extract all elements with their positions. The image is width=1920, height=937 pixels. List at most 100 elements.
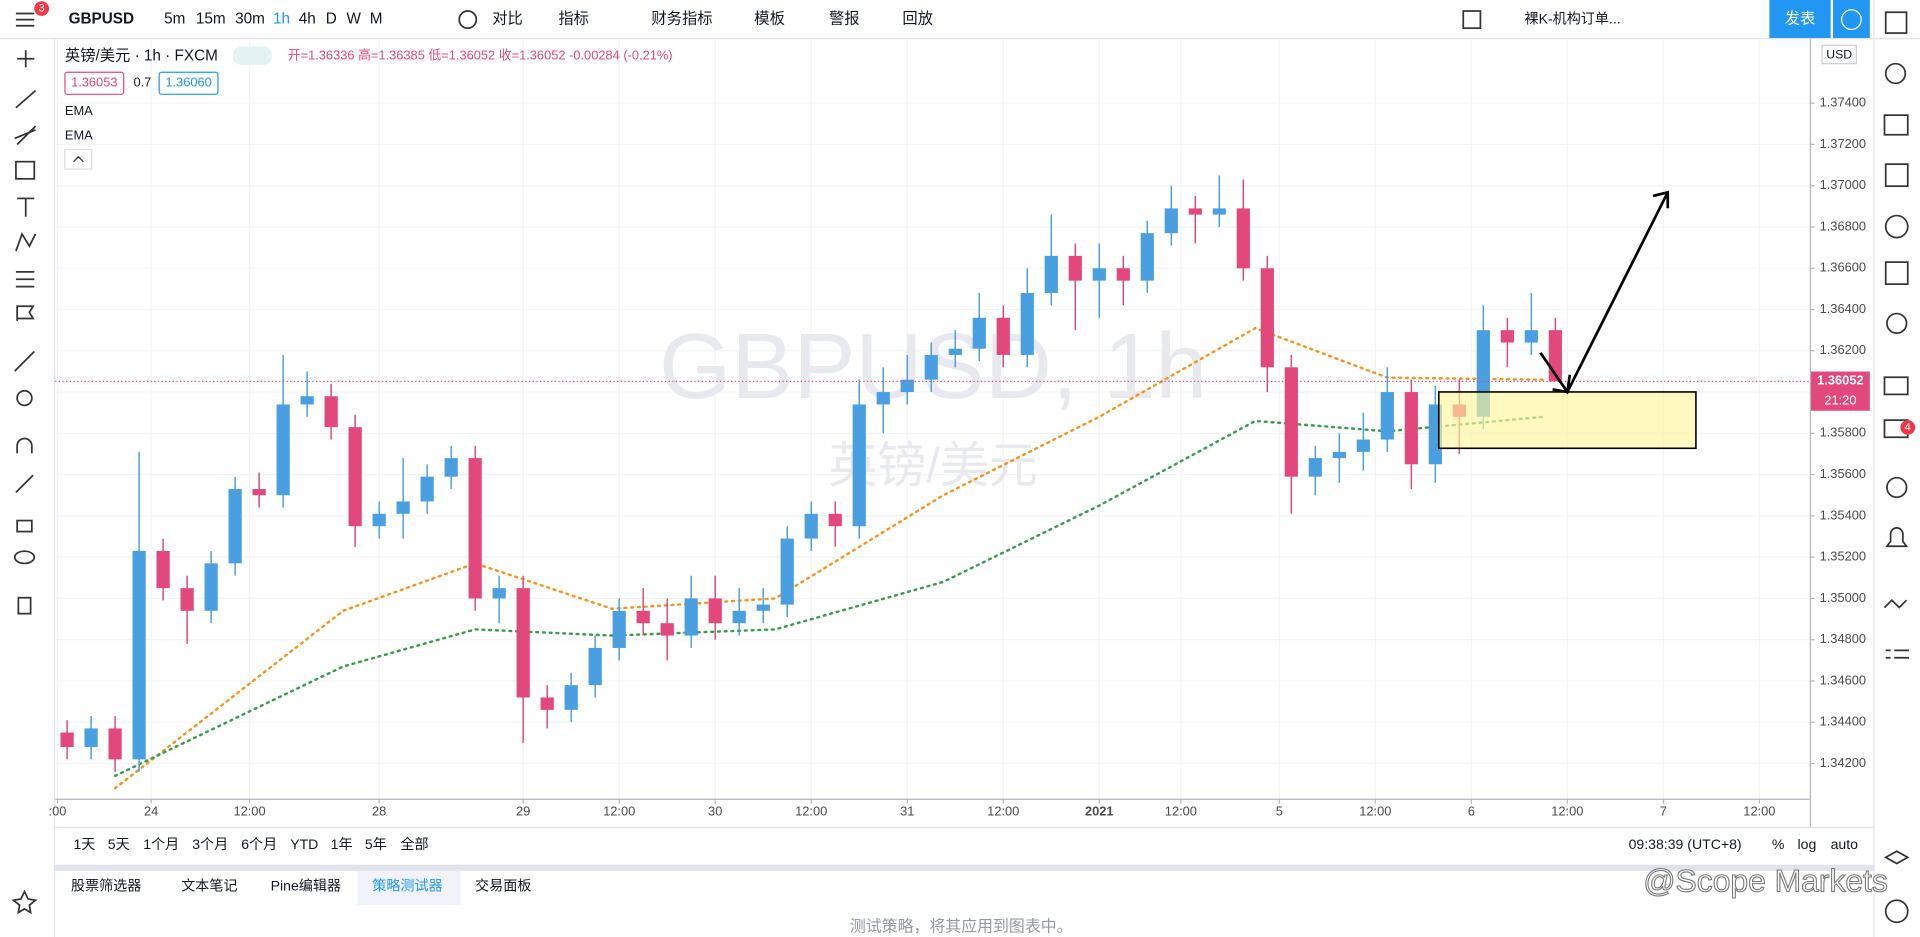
candle-body	[228, 489, 242, 564]
replay-button[interactable]: 回放	[902, 11, 933, 28]
arrow-drawing[interactable]	[1539, 190, 1670, 395]
x-tick-label: 12:00	[1551, 803, 1583, 818]
alerts-button[interactable]: 警报	[829, 11, 860, 28]
indicators-button[interactable]: 指标	[558, 11, 589, 28]
x-tick-label: 2021	[1085, 803, 1114, 818]
x-tick-label: 12:00	[1165, 803, 1197, 818]
y-tick-label: 1.36400	[1820, 301, 1866, 316]
candle-body	[1404, 392, 1418, 465]
financials-button[interactable]: 财务指标	[651, 11, 712, 28]
candle-body	[708, 598, 722, 624]
candle-body	[588, 647, 602, 686]
drawing-tools[interactable]	[11, 50, 38, 915]
legend-entry: EMA	[65, 103, 93, 118]
candle-body	[996, 317, 1010, 355]
range-button[interactable]: YTD	[290, 836, 318, 852]
publish-label: 发表	[1785, 11, 1816, 28]
templates-button[interactable]: 模板	[754, 10, 785, 28]
interval-button[interactable]: M	[370, 11, 383, 28]
range-group: 1天 5天 1个月 3个月 6个月 YTD 1年 5年 全部	[73, 836, 428, 852]
y-tick-label: 1.36600	[1820, 260, 1866, 275]
y-tick-label: 1.35600	[1820, 466, 1866, 481]
candle-body	[1308, 458, 1322, 477]
range-button[interactable]: 5天	[108, 836, 130, 852]
range-button[interactable]: 5年	[365, 836, 387, 852]
play-button[interactable]	[1833, 0, 1870, 38]
publish-button[interactable]	[1769, 0, 1831, 38]
candle-body	[780, 538, 794, 605]
market-status	[232, 46, 272, 65]
candle-body	[1140, 233, 1154, 281]
compare-button[interactable]: 对比	[492, 11, 523, 28]
zone-box[interactable]	[1437, 391, 1697, 450]
layout-icon[interactable]	[1462, 10, 1482, 30]
y-tick-label: 1.35400	[1820, 507, 1866, 522]
interval-button[interactable]: D	[326, 11, 337, 28]
legend-title: 英镑/美元 · 1h · FXCM	[65, 46, 218, 64]
bid-box[interactable]	[64, 71, 125, 95]
watermark-brand: @Scope Markets	[1643, 863, 1888, 899]
plot	[55, 175, 1810, 790]
x-tick-label: :00	[49, 803, 67, 818]
panel-message: 测试策略，将其应用到图表中。	[850, 916, 1073, 935]
badge	[34, 1, 49, 16]
tab[interactable]: 文本笔记	[181, 877, 237, 893]
x-tick-label: 12:00	[1359, 803, 1391, 818]
candle-body	[156, 550, 170, 589]
auto-toggle[interactable]: auto	[1831, 836, 1859, 852]
candle-body	[300, 396, 314, 405]
candle-body	[972, 317, 986, 349]
candle-body	[1524, 330, 1538, 343]
interval-button[interactable]: W	[347, 11, 362, 28]
interval-button[interactable]: 30m	[235, 11, 265, 28]
menu-icon[interactable]	[15, 12, 35, 27]
ema-line	[113, 415, 1545, 778]
range-button[interactable]: 1天	[73, 836, 95, 852]
y-tick-label: 1.37000	[1820, 177, 1866, 192]
candle-body	[516, 588, 530, 698]
x-tick-label: 6	[1468, 803, 1475, 818]
range-button[interactable]: 6个月	[241, 836, 277, 852]
tab[interactable]: 交易面板	[475, 877, 531, 893]
interval-button[interactable]: 1h	[273, 11, 290, 28]
ask-box[interactable]	[158, 71, 219, 95]
range-button[interactable]: 1年	[331, 836, 353, 852]
interval-button[interactable]: 15m	[196, 11, 226, 28]
percent-toggle[interactable]: %	[1772, 836, 1785, 852]
candle-body	[852, 404, 866, 527]
right-sidebar-icons[interactable]	[1883, 11, 1910, 924]
candle-body	[372, 513, 386, 527]
candle-body	[324, 396, 338, 428]
layout-name[interactable]: 裸K-机构订单...	[1524, 10, 1620, 26]
candle-body	[1500, 330, 1514, 343]
candle-body	[1332, 451, 1346, 459]
tab[interactable]: 股票筛选器	[71, 877, 141, 893]
candle-body	[1164, 208, 1178, 234]
badge-count: 3	[39, 2, 45, 14]
candle-body	[1236, 208, 1250, 269]
range-button[interactable]: 1个月	[143, 836, 179, 852]
bid: 1.36053	[71, 75, 117, 90]
legend-entry: EMA	[65, 127, 93, 142]
interval-button[interactable]: 4h	[299, 11, 316, 28]
y-tick-label: 1.37200	[1820, 136, 1866, 151]
x-tick-label: 12:00	[233, 803, 265, 818]
range-button[interactable]: 全部	[400, 836, 428, 852]
candle-body	[684, 598, 698, 636]
tab[interactable]: 策略测试器	[372, 877, 442, 893]
collapse-icon	[73, 155, 84, 163]
log-toggle[interactable]: log	[1798, 836, 1817, 852]
range-button[interactable]: 3个月	[192, 836, 228, 852]
collapse-button[interactable]	[64, 148, 93, 170]
symbol[interactable]: GBPUSD	[69, 11, 134, 28]
x-tick-label: 28	[372, 803, 386, 818]
candle-body	[636, 610, 650, 624]
price-label-box	[1811, 371, 1870, 411]
countdown: 21:20	[1824, 392, 1856, 407]
x-tick-label: 12:00	[1743, 803, 1775, 818]
tab[interactable]: Pine编辑器	[271, 877, 341, 893]
price-label: 1.36052	[1817, 373, 1863, 388]
candle-body	[108, 728, 122, 760]
interval-button[interactable]: 5m	[164, 11, 185, 28]
